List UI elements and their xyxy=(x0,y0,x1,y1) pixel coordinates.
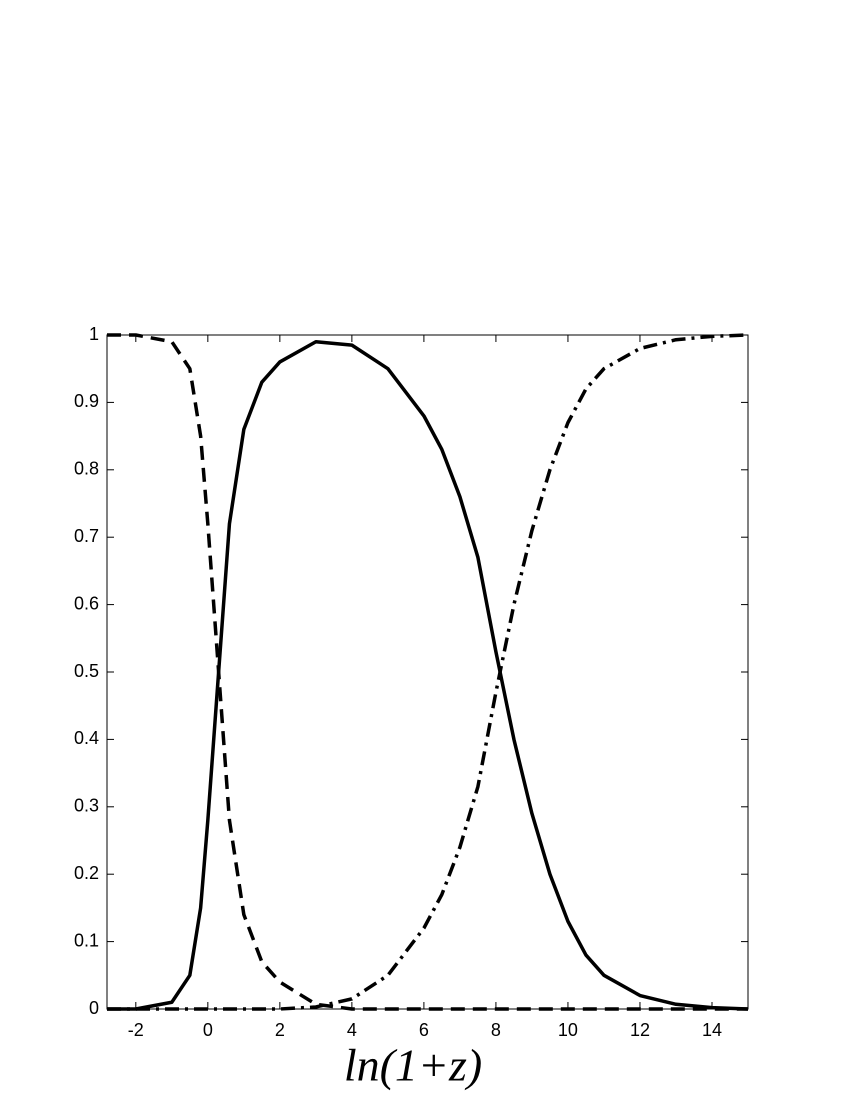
line-series xyxy=(107,339,749,1011)
x-tick-label: 14 xyxy=(702,1020,722,1040)
y-tick-label: 0.8 xyxy=(74,459,99,479)
y-tick-label: 0.3 xyxy=(74,796,99,816)
y-tick-label: 0.1 xyxy=(74,930,99,950)
line-series xyxy=(107,333,748,1011)
x-tick-label: 8 xyxy=(491,1020,501,1040)
y-tick-label: 0.9 xyxy=(74,391,99,411)
x-tick-label: 6 xyxy=(419,1020,429,1040)
plot-frame xyxy=(106,334,749,1010)
x-tick-label: 10 xyxy=(558,1020,578,1040)
line-series xyxy=(107,333,749,1011)
y-tick-label: 0.4 xyxy=(74,728,99,748)
y-tick-label: 0.6 xyxy=(74,593,99,613)
x-tick-label: 0 xyxy=(203,1020,213,1040)
x-tick-label: -2 xyxy=(128,1020,144,1040)
x-tick-label: 2 xyxy=(275,1020,285,1040)
y-tick-label: 0 xyxy=(89,998,99,1018)
x-tick-label: 4 xyxy=(347,1020,357,1040)
y-tick-label: 0.7 xyxy=(74,526,99,546)
x-axis-label: ln(1+z) xyxy=(344,1040,482,1091)
y-tick-label: 0.5 xyxy=(74,661,99,681)
y-tick-label: 1 xyxy=(89,324,99,344)
x-tick-label: 12 xyxy=(630,1020,650,1040)
y-tick-label: 0.2 xyxy=(74,863,99,883)
